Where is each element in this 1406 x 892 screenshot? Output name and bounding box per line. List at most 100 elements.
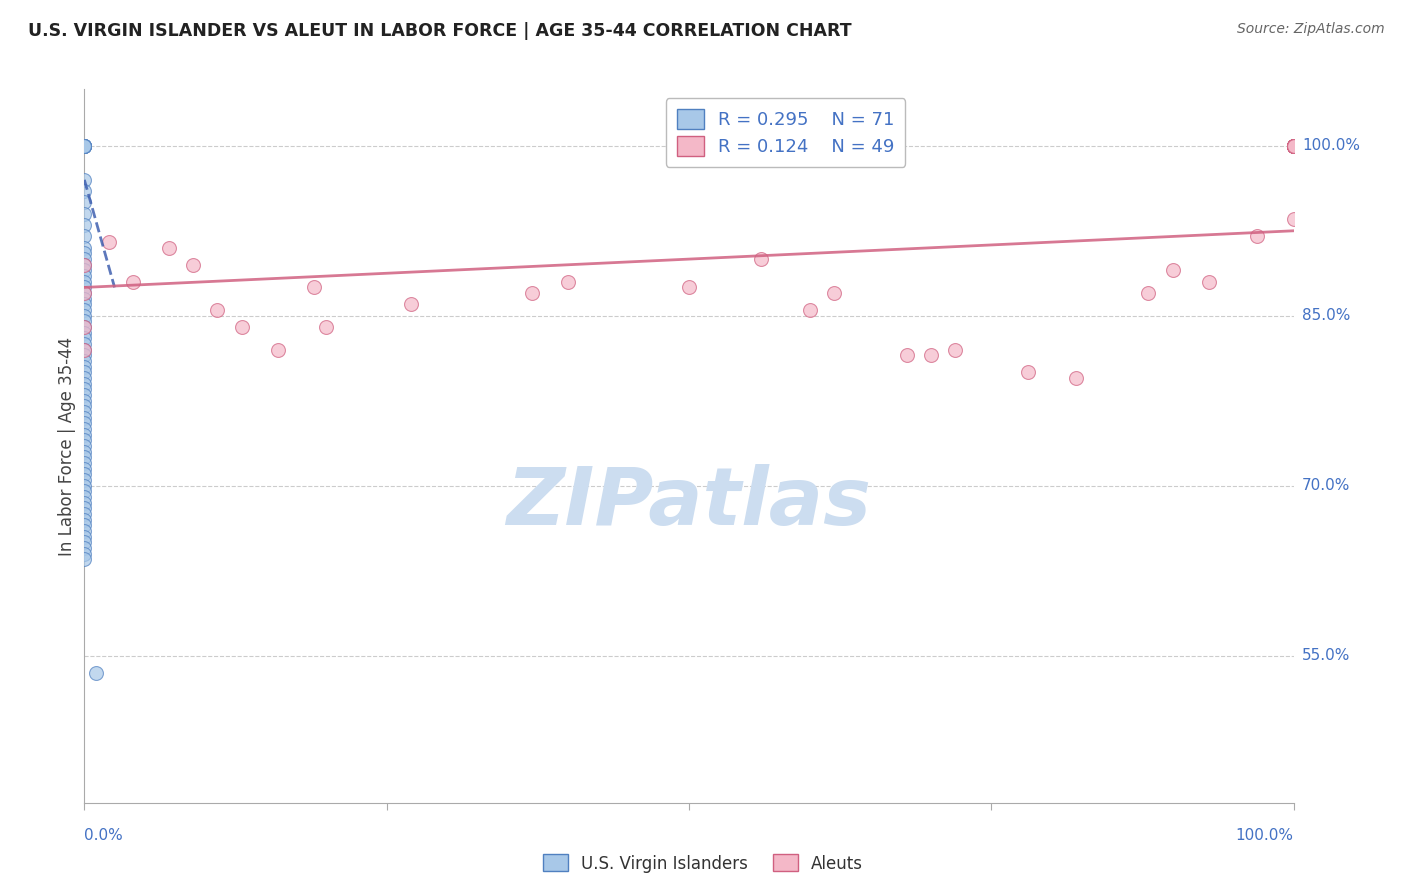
Point	[73, 383, 96, 397]
Point	[73, 184, 96, 198]
Point	[1198, 275, 1220, 289]
Point	[73, 524, 96, 538]
Point	[73, 195, 96, 210]
Point	[73, 263, 96, 277]
Point	[1282, 138, 1305, 153]
Text: U.S. VIRGIN ISLANDER VS ALEUT IN LABOR FORCE | AGE 35-44 CORRELATION CHART: U.S. VIRGIN ISLANDER VS ALEUT IN LABOR F…	[28, 22, 852, 40]
Point	[1282, 138, 1305, 153]
Point	[678, 280, 700, 294]
Point	[1282, 138, 1305, 153]
Point	[1282, 138, 1305, 153]
Point	[73, 473, 96, 487]
Point	[1282, 138, 1305, 153]
Point	[73, 138, 96, 153]
Point	[73, 229, 96, 244]
Point	[1064, 371, 1087, 385]
Point	[1282, 138, 1305, 153]
Point	[520, 286, 543, 301]
Point	[73, 258, 96, 272]
Point	[73, 138, 96, 153]
Point	[73, 422, 96, 436]
Point	[73, 456, 96, 470]
Point	[73, 417, 96, 431]
Point	[73, 461, 96, 475]
Point	[1282, 138, 1305, 153]
Point	[73, 427, 96, 442]
Point	[73, 275, 96, 289]
Point	[1282, 138, 1305, 153]
Point	[73, 371, 96, 385]
Point	[1282, 138, 1305, 153]
Point	[267, 343, 290, 357]
Point	[73, 450, 96, 465]
Point	[1282, 138, 1305, 153]
Point	[73, 439, 96, 453]
Point	[1282, 138, 1305, 153]
Point	[799, 303, 821, 318]
Point	[97, 235, 120, 249]
Point	[920, 348, 942, 362]
Point	[1282, 138, 1305, 153]
Point	[121, 275, 143, 289]
Point	[73, 218, 96, 232]
Point	[73, 495, 96, 509]
Point	[73, 541, 96, 555]
Point	[943, 343, 966, 357]
Point	[1137, 286, 1160, 301]
Point	[73, 138, 96, 153]
Point	[73, 138, 96, 153]
Point	[73, 410, 96, 425]
Point	[73, 286, 96, 301]
Point	[73, 138, 96, 153]
Point	[73, 286, 96, 301]
Text: 70.0%: 70.0%	[1302, 478, 1350, 493]
Point	[1282, 138, 1305, 153]
Text: 100.0%: 100.0%	[1302, 138, 1360, 153]
Point	[1282, 138, 1305, 153]
Point	[315, 320, 337, 334]
Point	[73, 535, 96, 549]
Point	[73, 138, 96, 153]
Point	[1282, 138, 1305, 153]
Point	[73, 467, 96, 482]
Point	[73, 138, 96, 153]
Point	[207, 303, 229, 318]
Point	[86, 665, 108, 680]
Point	[73, 258, 96, 272]
Point	[73, 547, 96, 561]
Point	[73, 354, 96, 368]
Point	[73, 173, 96, 187]
Point	[73, 343, 96, 357]
Point	[73, 246, 96, 260]
Point	[73, 252, 96, 266]
Point	[73, 138, 96, 153]
Point	[73, 393, 96, 408]
Point	[1282, 138, 1305, 153]
Legend: U.S. Virgin Islanders, Aleuts: U.S. Virgin Islanders, Aleuts	[536, 847, 870, 880]
Point	[73, 444, 96, 458]
Point	[73, 490, 96, 504]
Point	[399, 297, 422, 311]
Point	[1161, 263, 1184, 277]
Point	[1282, 138, 1305, 153]
Point	[73, 405, 96, 419]
Point	[73, 331, 96, 345]
Point	[73, 320, 96, 334]
Text: 85.0%: 85.0%	[1302, 309, 1350, 323]
Point	[73, 507, 96, 521]
Point	[823, 286, 845, 301]
Point	[1282, 138, 1305, 153]
Point	[1246, 229, 1268, 244]
Point	[896, 348, 918, 362]
Point	[73, 303, 96, 318]
Point	[73, 434, 96, 448]
Text: 0.0%: 0.0%	[84, 828, 124, 843]
Point	[73, 530, 96, 544]
Point	[73, 269, 96, 284]
Point	[73, 337, 96, 351]
Point	[181, 258, 204, 272]
Point	[73, 348, 96, 362]
Point	[73, 292, 96, 306]
Point	[73, 513, 96, 527]
Point	[1282, 138, 1305, 153]
